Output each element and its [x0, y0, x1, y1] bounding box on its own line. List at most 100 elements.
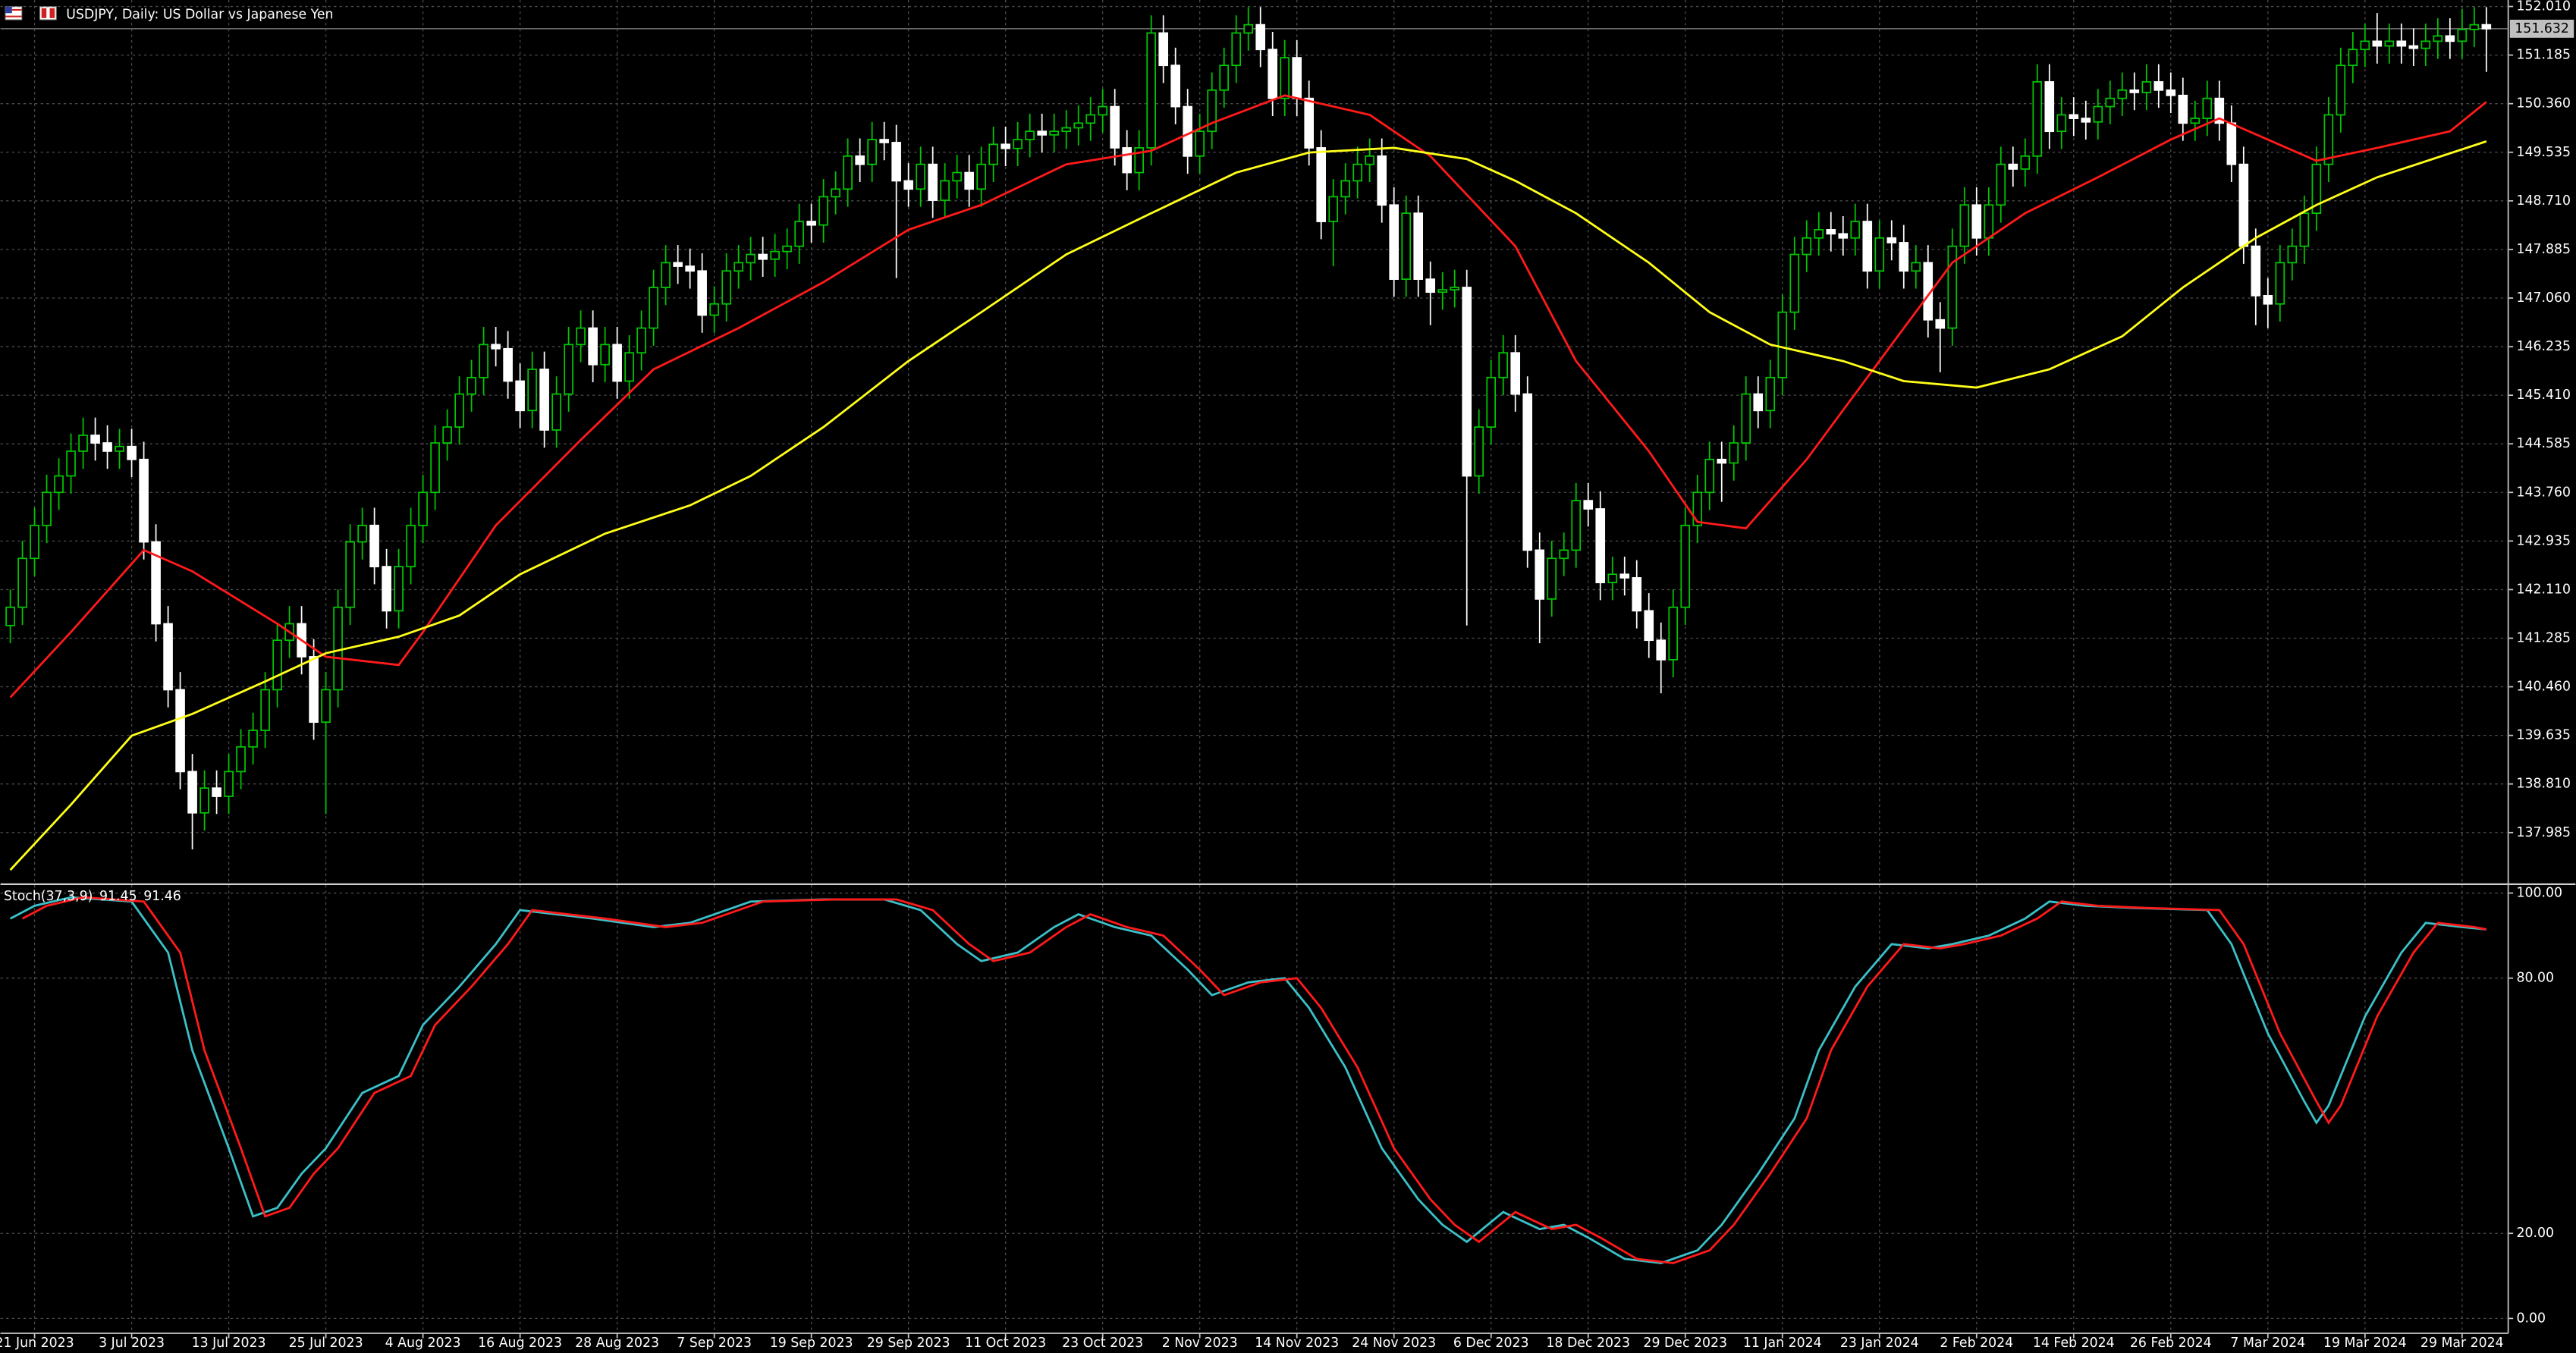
y-tick-label: 150.360	[2516, 96, 2571, 111]
candle-body-up	[2433, 35, 2443, 42]
candle-body-down	[539, 369, 549, 431]
candle-body-down	[1522, 393, 1533, 551]
y-tick-label: 148.710	[2516, 193, 2571, 209]
candle-body-up	[2020, 155, 2031, 170]
candle-body-down	[1110, 105, 1120, 149]
candle-body-down	[2178, 94, 2188, 124]
flag-icons	[5, 6, 57, 20]
candle-body-up	[988, 143, 998, 165]
candle-body-up	[649, 287, 658, 329]
candle-body-up	[2420, 40, 2431, 49]
candle-body-down	[2481, 24, 2492, 30]
candle-body-up	[976, 163, 986, 190]
candle-body-up	[430, 442, 440, 494]
chart-title: USDJPY, Daily: US Dollar vs Japanese Yen	[66, 7, 333, 22]
candle-body-down	[1413, 212, 1424, 280]
x-tick-label: 6 Dec 2023	[1453, 1336, 1529, 1351]
x-tick-label: 19 Mar 2024	[2323, 1336, 2407, 1351]
candle-body-up	[940, 180, 950, 201]
candle-body-up	[2093, 105, 2103, 123]
candle-body-up	[2275, 262, 2285, 305]
candle-body-up	[952, 171, 962, 182]
candle-body-down	[928, 163, 938, 201]
x-tick-label: 26 Feb 2024	[2130, 1336, 2212, 1351]
candle-body-down	[1377, 155, 1387, 206]
candle-body-down	[2238, 163, 2249, 247]
indicator-name: Stoch(37,3,9)	[4, 889, 93, 904]
x-tick-label: 4 Aug 2023	[385, 1336, 461, 1351]
candle-body-down	[903, 180, 913, 190]
candle-body-down	[1037, 130, 1047, 136]
candle-body-up	[442, 426, 452, 444]
candle-body-up	[1474, 426, 1484, 477]
candle-body-up	[1874, 237, 1885, 272]
x-tick-label: 14 Nov 2023	[1255, 1336, 1339, 1351]
candle-body-up	[564, 344, 573, 395]
candle-body-up	[1680, 524, 1691, 608]
candle-body-up	[115, 445, 124, 452]
candle-body-up	[1280, 57, 1290, 99]
candle-body-up	[2056, 114, 2067, 133]
x-tick-label: 29 Sep 2023	[867, 1336, 950, 1351]
x-tick-label: 7 Mar 2024	[2230, 1336, 2305, 1351]
x-tick-label: 14 Feb 2024	[2033, 1336, 2115, 1351]
y-tick-label: 142.110	[2516, 582, 2571, 597]
y-tick-label: 147.885	[2516, 242, 2571, 257]
y-tick-label: 137.985	[2516, 825, 2571, 840]
candle-body-up	[78, 435, 88, 452]
candle-body-up	[1486, 376, 1497, 428]
y-tick-label: 151.185	[2516, 48, 2571, 63]
candle-body-up	[66, 450, 76, 477]
candle-body-up	[2336, 64, 2346, 116]
candle-body-up	[624, 352, 634, 382]
candle-body-up	[867, 139, 877, 165]
candle-body-down	[1170, 64, 1180, 108]
candle-body-up	[224, 771, 234, 797]
candle-body-down	[2226, 122, 2237, 165]
mark-layer	[5, 7, 2492, 1264]
candle-body-up	[2299, 212, 2310, 247]
candle-body-up	[770, 250, 780, 260]
candle-body-up	[1231, 32, 1242, 67]
candle-body-down	[612, 344, 622, 382]
candle-body-down	[127, 445, 137, 460]
candle-body-up	[1498, 352, 1509, 378]
candle-body-up	[1850, 221, 1861, 239]
y-tick-label: 100.00	[2516, 886, 2562, 901]
candle-body-down	[2153, 81, 2164, 91]
candle-body-up	[709, 303, 719, 316]
candle-body-up	[1207, 89, 1217, 133]
candle-body-up	[1061, 127, 1071, 133]
candle-body-down	[1316, 147, 1327, 222]
candle-body-up	[527, 369, 537, 412]
candle-body-up	[1729, 442, 1739, 464]
x-tick-label: 18 Dec 2023	[1546, 1336, 1630, 1351]
candle-body-up	[2190, 118, 2201, 124]
candle-body-up	[272, 639, 282, 691]
candle-body-down	[1183, 105, 1192, 157]
y-tick-label: 145.410	[2516, 388, 2571, 403]
candle-body-down	[2166, 89, 2176, 96]
candle-body-up	[467, 376, 476, 395]
candle-body-up	[454, 393, 464, 428]
candle-body-down	[1862, 221, 1873, 272]
candle-body-up	[5, 606, 15, 626]
candle-body-up	[1547, 557, 1557, 600]
candle-body-up	[1085, 114, 1095, 124]
candle-body-down	[2445, 35, 2455, 42]
y-tick-label: 142.935	[2516, 533, 2571, 548]
candle-body-up	[734, 262, 743, 272]
candle-body-up	[2141, 81, 2152, 93]
candle-body-up	[843, 155, 853, 190]
candle-body-down	[2129, 89, 2140, 93]
candle-body-up	[248, 730, 258, 748]
candle-body-up	[1401, 212, 1412, 280]
x-tick-label: 28 Aug 2023	[575, 1336, 659, 1351]
candle-body-up	[746, 253, 756, 264]
candle-body-up	[321, 689, 331, 724]
candle-body-up	[333, 606, 343, 691]
candle-body-up	[345, 541, 355, 608]
candle-body-down	[309, 656, 319, 724]
